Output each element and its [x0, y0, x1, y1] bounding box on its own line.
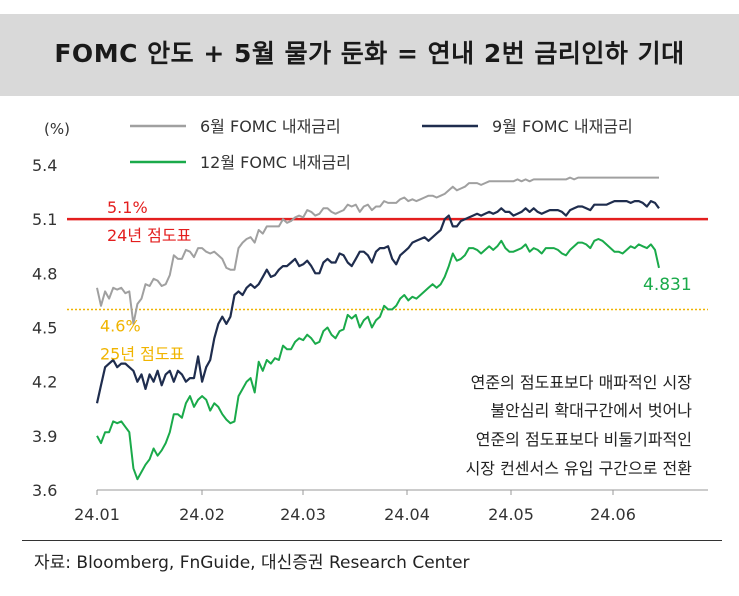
axis-layer: 3.6 3.9 4.2 4.5 4.8 5.1 5.4 (%) 24.01 24.02 24.03 2…: [32, 120, 708, 524]
ref-label-value: 4.6%: [100, 316, 141, 335]
series-line-1: [96, 176, 659, 325]
x-tick-label: 24.02: [179, 505, 225, 524]
y-tick-label: 4.5: [32, 319, 57, 338]
chart-title: FOMC 안도 + 5월 물가 둔화 = 연내 2번 금리인하 기대: [54, 39, 685, 68]
legend-label: 12월 FOMC 내재금리: [200, 153, 351, 172]
source-note: 자료: Bloomberg, FnGuide, 대신증권 Research Ce…: [34, 553, 470, 573]
y-tick-label: 3.6: [32, 481, 57, 500]
legend-label: 9월 FOMC 내재금리: [492, 117, 633, 136]
annotation-line: 연준의 점도표보다 매파적인 시장: [471, 373, 693, 392]
x-tick-label: 24.05: [488, 505, 534, 524]
series-line-2: [95, 199, 660, 404]
end-value-label: 4.831: [643, 275, 692, 295]
series-layer: [95, 176, 660, 481]
x-tick-label: 24.06: [590, 505, 636, 524]
x-tick-label: 24.04: [384, 505, 430, 524]
series-line-3: [96, 238, 660, 481]
ref-label-name: 24년 점도표: [107, 226, 191, 245]
divider: [22, 540, 722, 541]
y-tick-label: 3.9: [32, 427, 57, 446]
ref-label-name: 25년 점도표: [100, 344, 184, 363]
annotation-line: 시장 컨센서스 유입 구간으로 전환: [466, 459, 693, 478]
y-tick-label: 5.1: [32, 210, 57, 229]
legend-label: 6월 FOMC 내재금리: [200, 117, 341, 136]
y-tick-label: 4.2: [32, 373, 57, 392]
line-chart: 3.6 3.9 4.2 4.5 4.8 5.1 5.4 (%) 24.01 24.02 24.03 2…: [32, 117, 708, 524]
x-tick-label: 24.03: [280, 505, 326, 524]
y-tick-label: 4.8: [32, 264, 57, 283]
annotation-line: 불안심리 확대구간에서 벗어나: [490, 401, 692, 420]
x-tick-label: 24.01: [74, 505, 120, 524]
ref-label-value: 5.1%: [107, 198, 148, 217]
labels: 5.1% 24년 점도표 4.6% 25년 점도표 4.831 연준의 점도표보다 매파적…: [100, 198, 692, 478]
legend: 6월 FOMC 내재금리 9월 FOMC 내재금리 12월 FOMC 내재금리: [130, 117, 633, 172]
annotation-line: 연준의 점도표보다 비둘기파적인: [476, 430, 692, 449]
title-bar: FOMC 안도 + 5월 물가 둔화 = 연내 2번 금리인하 기대: [0, 14, 739, 96]
y-axis-label: (%): [44, 120, 70, 138]
y-tick-label: 5.4: [32, 156, 57, 175]
